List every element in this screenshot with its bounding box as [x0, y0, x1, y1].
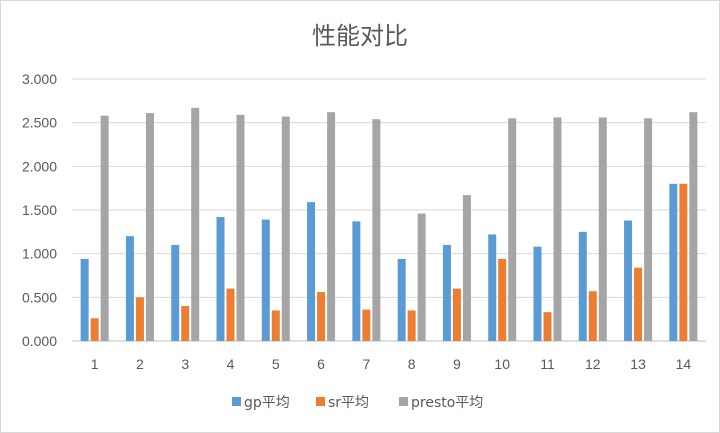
x-tick-label: 11 [540, 356, 555, 372]
bar [462, 195, 471, 341]
bar [125, 236, 134, 341]
legend-label: presto平均 [411, 395, 483, 411]
x-tick-label: 6 [317, 356, 325, 372]
bar [372, 119, 381, 341]
x-tick-label: 13 [630, 356, 646, 372]
y-tick-label: 2.000 [22, 158, 57, 174]
bar [397, 258, 406, 341]
bar [588, 291, 597, 341]
x-tick-label: 1 [91, 356, 99, 372]
bar [452, 288, 461, 341]
x-tick-label: 7 [362, 356, 370, 372]
bar [236, 114, 245, 341]
bar [498, 258, 507, 341]
bar [80, 258, 89, 341]
bar [644, 118, 653, 341]
bar [689, 112, 698, 341]
bar [352, 221, 361, 341]
bar [417, 213, 426, 341]
legend-swatch [232, 397, 241, 406]
y-tick-label: 3.000 [22, 71, 57, 87]
x-tick-label: 10 [494, 356, 510, 372]
legend-label: gp平均 [244, 395, 290, 411]
bar [533, 246, 542, 341]
bars [80, 107, 698, 342]
x-tick-label: 9 [453, 356, 461, 372]
bar [145, 113, 154, 341]
bar [679, 183, 688, 341]
x-tick-label: 4 [227, 356, 235, 372]
x-axis-ticks: 1 2 3 4 5 6 7 8 9 10 11 12 13 14 [91, 356, 692, 372]
bar [442, 244, 451, 341]
legend-swatch [399, 397, 408, 406]
bar [362, 309, 371, 341]
legend-swatch [316, 397, 325, 406]
bar [226, 288, 235, 341]
bar [271, 310, 280, 341]
y-tick-label: 1.500 [22, 202, 57, 218]
gridlines [72, 78, 706, 342]
bar [261, 219, 270, 341]
bar [488, 234, 497, 341]
bar [90, 318, 99, 341]
legend-label: sr平均 [328, 395, 369, 411]
y-tick-label: 1.000 [22, 246, 57, 262]
bar [191, 107, 200, 341]
bar [181, 306, 190, 341]
x-tick-label: 8 [408, 356, 416, 372]
bar [307, 202, 316, 341]
y-tick-label: 2.500 [22, 115, 57, 131]
bar [669, 183, 678, 341]
y-tick-label: 0.500 [22, 289, 57, 305]
bar [216, 216, 225, 341]
bar [100, 115, 109, 342]
bar [327, 112, 336, 341]
y-axis-ticks: 0.000 0.500 1.000 1.500 2.000 2.500 3.000 [22, 71, 57, 349]
bar [407, 310, 416, 341]
bar [578, 231, 587, 341]
y-tick-label: 0.000 [22, 333, 57, 349]
x-tick-label: 3 [181, 356, 189, 372]
bar [543, 312, 552, 341]
bar [317, 292, 326, 341]
bar [598, 117, 607, 341]
x-tick-label: 2 [136, 356, 144, 372]
bar [171, 244, 180, 341]
bar [624, 220, 633, 341]
x-tick-label: 5 [272, 356, 280, 372]
bar [553, 117, 562, 341]
x-tick-label: 14 [676, 356, 692, 372]
bar [634, 267, 643, 341]
bar [281, 116, 290, 341]
chart-title: 性能对比 [312, 22, 408, 50]
bar [135, 297, 144, 341]
x-tick-label: 12 [585, 356, 601, 372]
legend: gp平均 sr平均 presto平均 [232, 395, 483, 411]
bar [508, 118, 517, 341]
